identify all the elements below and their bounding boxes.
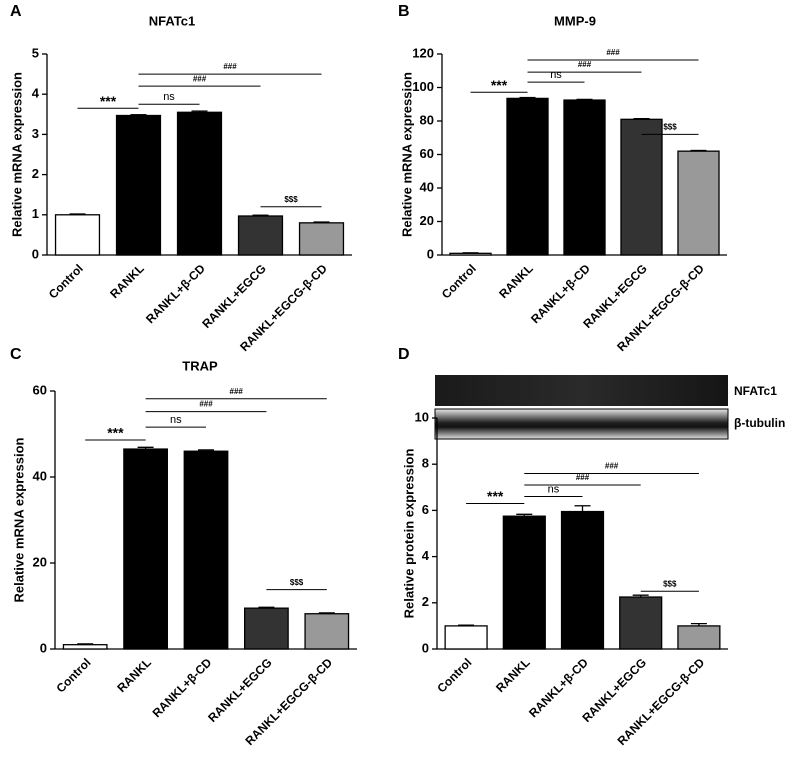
y-tick-label: 8 xyxy=(422,456,429,471)
y-tick-label: 4 xyxy=(32,86,40,101)
y-tick-label: 80 xyxy=(420,112,434,127)
y-tick-label: 40 xyxy=(33,468,47,483)
significance-label: ns xyxy=(170,414,182,426)
blot-nfatc1 xyxy=(435,375,728,406)
panel-letter: A xyxy=(10,3,22,20)
x-tick-label: RANKL+β-CD xyxy=(526,655,591,720)
bar xyxy=(115,114,162,256)
bar xyxy=(502,515,546,650)
y-tick-label: 100 xyxy=(412,79,434,94)
bar xyxy=(62,644,108,650)
bar xyxy=(444,625,488,650)
chart-title: MMP-9 xyxy=(554,13,596,28)
y-axis-label: Relative mRNA expression xyxy=(9,72,24,237)
significance-label: *** xyxy=(107,425,124,441)
significance-label: ### xyxy=(230,387,244,396)
bar xyxy=(237,215,284,256)
significance-label: $$$ xyxy=(663,123,677,132)
significance-label: $$$ xyxy=(290,578,304,587)
significance-label: ns xyxy=(548,483,560,495)
x-tick-label: RANKL+β-CD xyxy=(150,655,215,720)
x-tick-label: RANKL+EGCG xyxy=(205,655,275,725)
bar xyxy=(506,97,549,256)
y-tick-label: 40 xyxy=(420,179,434,194)
y-tick-label: 0 xyxy=(427,246,434,261)
x-tick-label: RANKL xyxy=(107,261,147,301)
x-tick-label: RANKL+β-CD xyxy=(528,261,593,326)
y-axis-label: Relative mRNA expression xyxy=(11,437,26,602)
significance-label: ns xyxy=(550,69,562,81)
y-tick-label: 20 xyxy=(33,554,47,569)
significance-label: ### xyxy=(605,462,619,471)
y-axis-label: Relative protein expression xyxy=(401,449,416,619)
panel-letter: C xyxy=(10,346,22,363)
bar xyxy=(244,607,289,650)
significance-label: ### xyxy=(606,48,620,57)
x-tick-label: Control xyxy=(46,261,86,301)
y-tick-label: 6 xyxy=(422,502,429,517)
significance-label: *** xyxy=(100,93,117,109)
blot-tubulin xyxy=(434,408,729,440)
significance-label: ### xyxy=(576,473,590,482)
x-tick-label: RANKL xyxy=(114,655,154,695)
significance-label: *** xyxy=(487,488,504,504)
x-tick-label: RANKL xyxy=(496,261,536,301)
panel-letter: D xyxy=(398,346,410,363)
y-tick-label: 0 xyxy=(422,640,429,655)
x-tick-label: RANKL xyxy=(493,655,533,695)
y-tick-label: 60 xyxy=(33,382,47,397)
significance-label: ns xyxy=(163,91,175,103)
x-tick-label: Control xyxy=(54,655,94,695)
y-tick-label: 0 xyxy=(40,640,47,655)
bar xyxy=(677,625,721,650)
y-tick-label: 2 xyxy=(32,166,39,181)
bar xyxy=(304,613,350,650)
bar xyxy=(123,448,168,650)
y-tick-label: 4 xyxy=(422,548,430,563)
significance-label: ### xyxy=(223,62,237,71)
chart-title: TRAP xyxy=(182,358,218,373)
x-tick-label: RANKL+β-CD xyxy=(143,261,208,326)
significance-label: *** xyxy=(491,77,508,93)
y-tick-label: 60 xyxy=(420,146,434,161)
bar xyxy=(620,118,663,256)
y-tick-label: 120 xyxy=(412,45,434,60)
significance-label: ### xyxy=(193,74,207,83)
y-tick-label: 1 xyxy=(32,206,39,221)
bar xyxy=(563,99,606,256)
chart-title: NFATc1 xyxy=(149,13,195,28)
x-tick-label: Control xyxy=(434,655,474,695)
bar xyxy=(176,111,223,256)
y-tick-label: 10 xyxy=(415,409,429,424)
bar xyxy=(677,150,720,256)
bar xyxy=(298,222,345,256)
significance-label: ### xyxy=(578,60,592,69)
y-tick-label: 20 xyxy=(420,213,434,228)
x-tick-label: Control xyxy=(439,261,479,301)
bar xyxy=(619,596,663,650)
significance-label: $$$ xyxy=(663,579,677,588)
bar xyxy=(183,450,229,650)
blot-label: NFATc1 xyxy=(734,384,777,398)
bar xyxy=(449,252,492,256)
significance-label: ### xyxy=(199,400,213,409)
x-tick-label: RANKL+EGCG xyxy=(199,261,269,331)
y-tick-label: 5 xyxy=(32,45,39,60)
y-axis-label: Relative mRNA expression xyxy=(399,72,414,237)
y-tick-label: 3 xyxy=(32,126,39,141)
panel-letter: B xyxy=(398,3,410,20)
bar xyxy=(560,510,605,650)
blot-label: β-tubulin xyxy=(734,416,785,430)
y-tick-label: 2 xyxy=(422,594,429,609)
bar xyxy=(54,214,101,256)
significance-label: $$$ xyxy=(284,195,298,204)
y-tick-label: 0 xyxy=(32,246,39,261)
